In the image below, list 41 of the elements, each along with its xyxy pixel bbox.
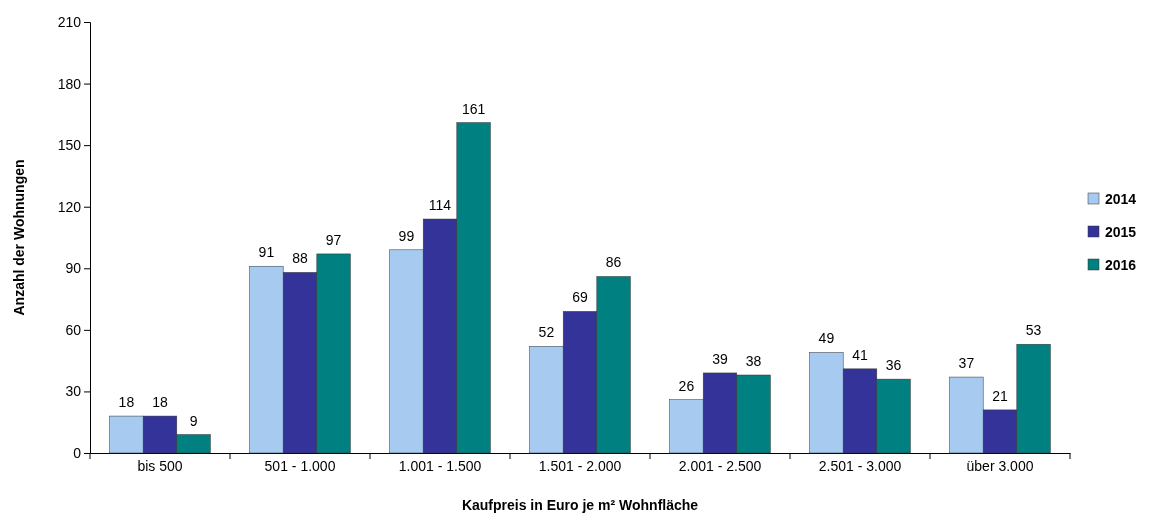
- y-tick-label: 30: [65, 383, 82, 400]
- y-tick-label: 90: [65, 260, 82, 277]
- data-label: 9: [189, 412, 198, 429]
- x-tick-label: 501 - 1.000: [264, 458, 336, 475]
- data-label: 36: [885, 357, 902, 374]
- data-label: 52: [538, 324, 555, 341]
- data-label: 97: [325, 231, 342, 248]
- y-tick-label: 150: [57, 137, 82, 154]
- data-label: 69: [572, 289, 588, 306]
- data-label: 37: [958, 355, 975, 372]
- data-label: 91: [258, 244, 275, 261]
- data-label: 39: [712, 350, 728, 367]
- x-tick-label: 2.001 - 2.500: [678, 458, 762, 475]
- x-tick-label: über 3.000: [966, 458, 1034, 475]
- y-tick-label: 60: [65, 321, 82, 338]
- legend-label: 2016: [1105, 257, 1137, 273]
- x-tick-label: 1.001 - 1.500: [398, 458, 482, 475]
- y-tick-label: 120: [57, 198, 82, 215]
- data-label: 38: [745, 353, 762, 370]
- x-axis-title: Kaufpreis in Euro je m² Wohnfläche: [461, 497, 699, 513]
- legend-label: 2015: [1105, 224, 1137, 240]
- data-label: 18: [152, 394, 168, 411]
- data-label: 161: [461, 100, 486, 117]
- data-label: 18: [118, 394, 135, 411]
- data-label: 26: [678, 377, 695, 394]
- x-tick-label: 2.501 - 3.000: [818, 458, 902, 475]
- data-label: 53: [1025, 322, 1042, 339]
- data-label: 49: [818, 330, 835, 347]
- y-tick-label: 210: [57, 13, 82, 30]
- y-tick-label: 180: [57, 75, 82, 92]
- y-axis-title: Anzahl der Wohnungen: [11, 159, 27, 316]
- data-label: 99: [398, 227, 415, 244]
- data-label: 21: [992, 387, 1008, 404]
- legend-label: 2014: [1105, 191, 1137, 207]
- data-label: 41: [852, 346, 868, 363]
- x-tick-label: 1.501 - 2.000: [538, 458, 622, 475]
- y-tick-label: 0: [73, 444, 82, 461]
- x-tick-label: bis 500: [137, 458, 183, 475]
- data-label: 88: [292, 250, 308, 267]
- data-label: 86: [605, 254, 622, 271]
- data-label: 114: [428, 197, 452, 214]
